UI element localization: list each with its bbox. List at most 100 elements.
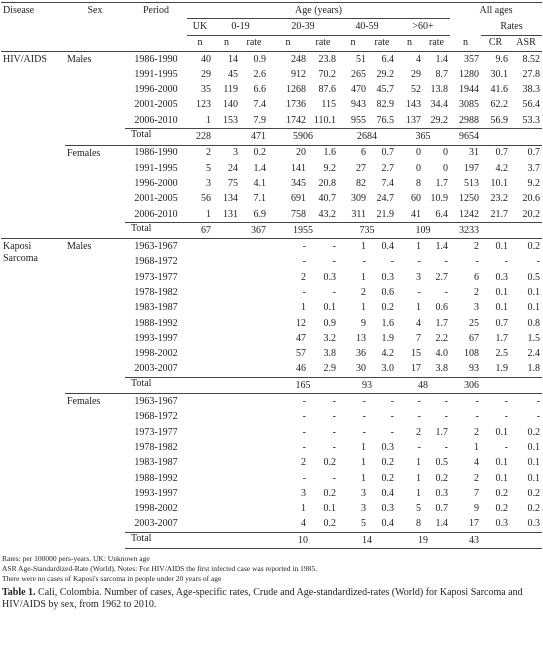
table-cell: 3233 xyxy=(450,222,482,240)
table-cell: 735 xyxy=(338,222,396,240)
table-cell: - xyxy=(396,393,423,410)
table-row: 1991-1995 5 24 1.4 141 9.2 27 2.7 0 0 197 4.2 3.7 xyxy=(1,161,542,176)
table-cell: 1983-1987 xyxy=(134,302,178,314)
table-cell: 1 xyxy=(361,302,366,314)
table-cell: 1.7 xyxy=(435,177,449,189)
header-cell: rate xyxy=(246,37,262,49)
table-cell: 2 xyxy=(187,144,213,161)
table-cell: Males xyxy=(65,50,125,146)
table-cell: - xyxy=(332,441,336,453)
table-cell: 197 xyxy=(464,162,480,174)
table-cell: 1.4 xyxy=(435,518,449,530)
table-cell: 2001-2005 xyxy=(134,99,178,111)
table-cell: 2003-2007 xyxy=(134,363,178,375)
table-cell xyxy=(510,128,543,146)
header-cell: rate xyxy=(374,37,390,49)
header-cell: 0-19 xyxy=(213,18,268,36)
table-cell: 3 xyxy=(416,271,421,283)
table-cell: 1 xyxy=(301,302,306,314)
table-cell: - xyxy=(423,393,451,410)
table-cell: 134 xyxy=(223,193,238,205)
footnote: Rates: per 100000 pers-years. UK: Unknow… xyxy=(2,554,150,564)
data-table: Disease Sex Period Age (years) All ages … xyxy=(1,2,543,550)
table-cell: 471 xyxy=(213,128,268,146)
table-cell: 40.7 xyxy=(318,193,337,205)
table-cell xyxy=(481,532,511,550)
table-row: 2006-2010 1 153 7.9 1742 110.1 955 76.5 137 29.2 2… xyxy=(1,113,542,129)
table-cell: - xyxy=(504,411,509,423)
table-row: 1988-1992 12 0.9 9 1.6 4 1.7 25 0.7 0.8 xyxy=(1,316,542,331)
table-cell: 9.2 xyxy=(527,177,541,189)
table-row: 1988-1992 - - 1 0.2 1 0.2 2 0.1 0.1 xyxy=(1,471,542,486)
table-cell: - xyxy=(536,256,541,268)
table-cell: 1 xyxy=(396,238,423,255)
table-cell: 3 xyxy=(361,503,366,515)
table-cell: 1.4 xyxy=(253,162,267,174)
table-cell: 20.2 xyxy=(522,208,541,220)
table-cell: - xyxy=(332,472,336,484)
table-cell xyxy=(213,456,240,471)
table-cell: 1978-1982 xyxy=(134,286,178,298)
table-cell: 9 xyxy=(474,503,480,515)
table-cell: 56 xyxy=(201,193,211,205)
table-cell: 0.2 xyxy=(323,518,337,530)
table-cell: 10.1 xyxy=(490,177,509,189)
table-cell: 4 xyxy=(474,457,480,469)
table-cell: 14 xyxy=(213,50,240,68)
table-cell: - xyxy=(444,256,449,268)
table-cell: 0 xyxy=(423,144,451,161)
table-cell xyxy=(187,255,213,270)
table-cell: Total xyxy=(125,222,187,240)
table-cell: Total xyxy=(125,128,187,146)
table-cell xyxy=(481,128,511,146)
header-cell: UK xyxy=(187,18,213,36)
table-cell: - xyxy=(362,426,366,438)
table-row: 1973-1977 - - - - 2 1.7 2 0.1 0.2 xyxy=(1,425,542,440)
table-cell: 0.3 xyxy=(323,271,337,283)
table-cell: 0.1 xyxy=(527,286,541,298)
table-cell: 1963-1967 xyxy=(125,238,187,255)
table-cell: 56.9 xyxy=(490,114,509,126)
header-cell: 20-39 xyxy=(268,18,338,36)
table-cell: 53.3 xyxy=(522,114,541,126)
table-cell: - xyxy=(390,256,394,268)
table-cell: 153 xyxy=(223,114,238,126)
table-cell: 3.8 xyxy=(435,363,449,375)
table-cell: Females xyxy=(65,393,125,549)
table-cell: 1978-1982 xyxy=(134,441,178,453)
table-cell: 0 xyxy=(443,162,449,174)
table-cell: 41 xyxy=(411,208,421,220)
table-cell: 8.7 xyxy=(435,68,449,80)
table-cell: 1.9 xyxy=(495,363,509,375)
table-cell xyxy=(213,347,240,362)
table-cell: 45.7 xyxy=(376,84,395,96)
table-cell: Total xyxy=(125,377,187,395)
table-cell: 35 xyxy=(201,84,211,96)
header-row: UK 0-19 20-39 40-59 >60+ Rates xyxy=(1,18,543,36)
table-cell xyxy=(187,285,213,300)
header-cell: rate xyxy=(429,37,444,49)
table-cell: 0.3 xyxy=(527,518,541,530)
table-cell: 13 xyxy=(356,332,366,344)
table-cell: 137 xyxy=(406,114,421,126)
table-cell: 48 xyxy=(396,377,451,395)
table-cell: 0.7 xyxy=(510,144,543,161)
table-cell: 1.5 xyxy=(527,332,541,344)
table-cell: 2 xyxy=(474,472,480,484)
table-cell xyxy=(187,440,213,455)
table-row: 1993-1997 3 0.2 3 0.4 1 0.3 7 0.2 0.2 xyxy=(1,486,542,501)
table-cell: Males xyxy=(65,238,125,394)
table-cell: 8 xyxy=(416,177,421,189)
table-row: 2001-2005 56 134 7.1 691 40.7 309 24.7 60 10.9 125… xyxy=(1,192,542,207)
table-cell xyxy=(187,238,213,255)
table-row: 1983-1987 2 0.2 1 0.2 1 0.5 4 0.1 0.1 xyxy=(1,456,542,471)
table-cell: 21.9 xyxy=(376,208,395,220)
table-cell: 0.3 xyxy=(381,503,395,515)
table-cell: Females xyxy=(65,144,125,239)
table-cell: 1986-1990 xyxy=(125,144,187,161)
table-cell: 2006-2010 xyxy=(134,208,178,220)
table-cell: 691 xyxy=(291,193,306,205)
table-cell: 0.9 xyxy=(323,317,337,329)
table-cell: 38.3 xyxy=(522,84,541,96)
total-row: Total 67 367 1955 735 109 3233 xyxy=(1,222,543,240)
